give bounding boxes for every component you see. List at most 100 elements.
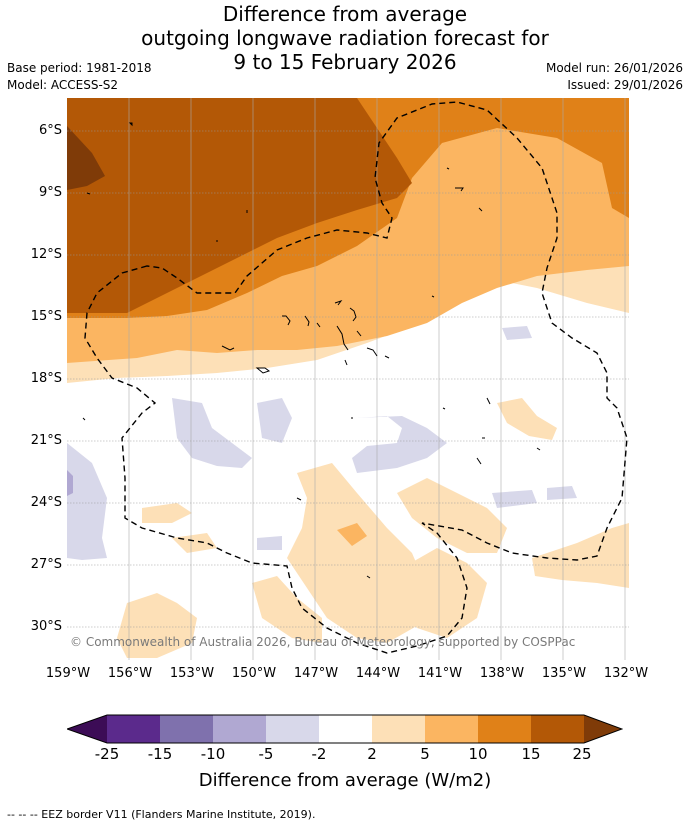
- island: [478, 207, 483, 212]
- colorbar-seg-zero: [319, 715, 372, 743]
- title-line-1: Difference from average: [222, 2, 468, 26]
- colorbar-tick: 10: [468, 745, 488, 763]
- model-run: Model run: 26/01/2026: [545, 61, 683, 75]
- island: [296, 497, 302, 501]
- anomaly-neg2-patch: [492, 490, 537, 508]
- island: [442, 407, 446, 410]
- lat-label: 6°S: [38, 123, 62, 138]
- island: [316, 322, 321, 328]
- lon-label: 135°W: [541, 666, 587, 681]
- island: [384, 355, 390, 359]
- colorbar-tick: -15: [147, 745, 173, 763]
- lon-label: 147°W: [293, 666, 339, 681]
- anomaly-neg2-patch: [67, 443, 107, 560]
- island: [86, 192, 91, 195]
- lon-label: 153°W: [169, 666, 215, 681]
- colorbar-seg-neg5: [213, 715, 266, 743]
- island: [349, 307, 357, 322]
- anomaly-neg5-patch: [67, 470, 73, 496]
- issued-date: Issued: 29/01/2026: [567, 78, 683, 92]
- island: [336, 325, 349, 351]
- colorbar-tick: 15: [521, 745, 541, 763]
- anomaly-pos2-patch: [142, 503, 192, 523]
- island: [344, 359, 348, 366]
- island: [366, 575, 371, 579]
- lon-label: 150°W: [231, 666, 277, 681]
- colorbar-seg-pos2: [372, 715, 425, 743]
- eez-legend: -- -- -- EEZ border V11 (Flanders Marine…: [7, 808, 316, 821]
- colorbar-tick: 2: [367, 745, 377, 763]
- island: [446, 167, 450, 170]
- lon-label: 144°W: [355, 666, 401, 681]
- colorbar-tick: -10: [200, 745, 226, 763]
- colorbar-title: Difference from average (W/m2): [198, 770, 492, 791]
- colorbar-seg-pos25: [584, 715, 622, 743]
- anomaly-pos2-patch: [287, 463, 427, 643]
- meta-right: Model run: 26/01/2026 Issued: 29/01/2026: [546, 60, 683, 94]
- anomaly-pos5-patch: [337, 523, 367, 546]
- anomaly-neg2-patch: [352, 416, 447, 473]
- island: [476, 457, 482, 465]
- eez-border: [84, 101, 628, 654]
- island: [486, 397, 491, 405]
- island: [431, 295, 435, 298]
- colorbar-seg-neg10: [160, 715, 213, 743]
- island: [455, 187, 464, 192]
- island: [304, 315, 310, 327]
- anomaly-neg2-patch: [502, 326, 532, 340]
- anomaly-pos2-patch: [532, 523, 629, 588]
- colorbar: [67, 714, 623, 744]
- meridians: [128, 98, 626, 660]
- colorbar-tick: -25: [94, 745, 120, 763]
- olr-anomaly-map: © Commonwealth of Australia 2026, Bureau…: [67, 98, 629, 660]
- colorbar-outline: [67, 714, 623, 744]
- graticule: [67, 130, 629, 628]
- lat-label: 21°S: [30, 433, 62, 448]
- title-line-2: outgoing longwave radiation forecast for: [141, 26, 549, 50]
- lon-label: 156°W: [107, 666, 153, 681]
- title-line-3: 9 to 15 February 2026: [233, 50, 457, 74]
- base-period: Base period: 1981-2018: [7, 61, 152, 75]
- colorbar-seg-pos5: [425, 715, 478, 743]
- anomaly-neg2-patch: [257, 398, 292, 443]
- anomaly-neg2-patch: [172, 398, 252, 468]
- anomaly-pos2-patch: [252, 576, 322, 643]
- colorbar-seg-neg2: [266, 715, 319, 743]
- anomaly-pos2-patch: [397, 478, 507, 553]
- lat-label: 18°S: [30, 371, 62, 386]
- anomaly-pos2-patch: [172, 533, 217, 553]
- island: [221, 345, 235, 351]
- colorbar-tick: 5: [420, 745, 430, 763]
- colorbar-seg-neg25: [67, 715, 107, 743]
- map-title: Difference from average outgoing longwav…: [0, 2, 690, 74]
- lat-label: 24°S: [30, 495, 62, 510]
- colorbar-seg-pos15: [531, 715, 584, 743]
- colorbar-tick: -5: [258, 745, 274, 763]
- island: [366, 347, 378, 357]
- island: [334, 300, 343, 306]
- island: [82, 417, 86, 421]
- anomaly-neg2-patch: [257, 536, 282, 550]
- island: [356, 330, 362, 337]
- colorbar-seg-pos10: [478, 715, 531, 743]
- lon-label: 138°W: [479, 666, 525, 681]
- island-outlines: [82, 122, 541, 579]
- colorbar-tick: 25: [572, 745, 592, 763]
- lat-label: 30°S: [30, 619, 62, 634]
- lat-label: 9°S: [38, 185, 62, 200]
- lat-label: 12°S: [30, 247, 62, 262]
- model-name: Model: ACCESS-S2: [7, 78, 119, 92]
- lon-label: 141°W: [417, 666, 463, 681]
- island: [536, 447, 541, 451]
- anomaly-neg2-patch: [547, 486, 577, 500]
- lon-label: 159°W: [45, 666, 91, 681]
- anomaly-pos15-region: [67, 98, 412, 313]
- anomaly-pos2-patch: [402, 548, 487, 638]
- anomaly-pos2-patch: [117, 593, 197, 658]
- colorbar-seg-neg15: [107, 715, 160, 743]
- anomaly-pos2-patch: [497, 398, 557, 440]
- island: [128, 122, 133, 127]
- copyright-notice: © Commonwealth of Australia 2026, Bureau…: [70, 635, 575, 649]
- lon-label: 132°W: [603, 666, 649, 681]
- lat-label: 27°S: [30, 557, 62, 572]
